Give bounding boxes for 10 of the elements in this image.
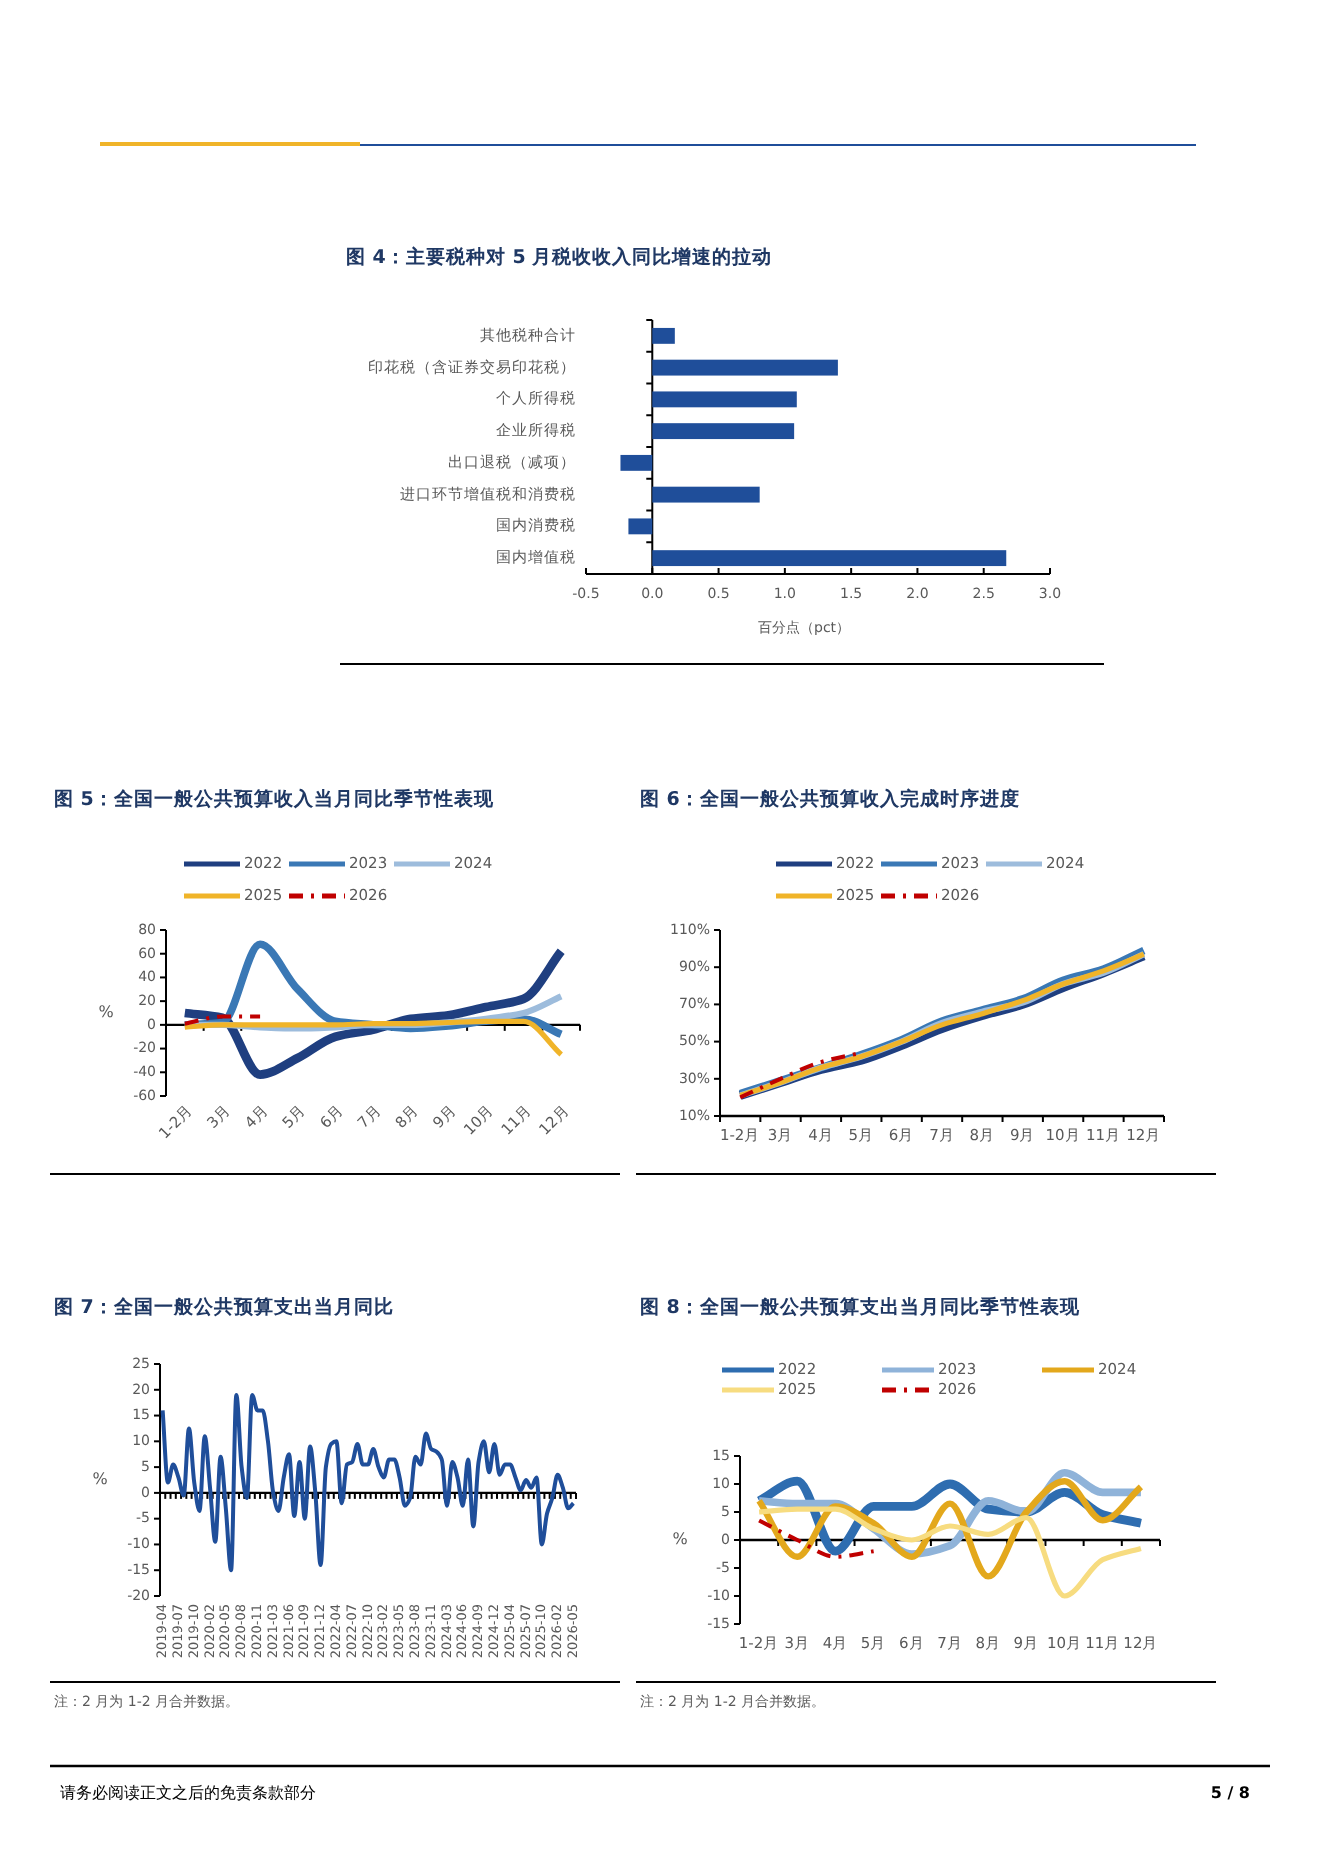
chart-title: 图 5：全国一般公共预算收入当月同比季节性表现 xyxy=(54,787,496,812)
y-axis-title: % xyxy=(92,1470,109,1489)
y-axis-title: % xyxy=(98,1003,115,1022)
chart-title: 图 6：全国一般公共预算收入完成时序进度 xyxy=(640,787,1020,812)
y-axis-title: % xyxy=(672,1530,689,1549)
chart-title: 图 7：全国一般公共预算支出当月同比 xyxy=(54,1295,394,1320)
chart-title: 图 4：主要税种对 5 月税收收入同比增速的拉动 xyxy=(346,245,773,270)
chart-title: 图 8：全国一般公共预算支出当月同比季节性表现 xyxy=(640,1295,1082,1320)
text: 请务必阅读正文之后的免责条款部分 xyxy=(60,1784,316,1803)
text: 5 / 8 xyxy=(1210,1784,1251,1803)
